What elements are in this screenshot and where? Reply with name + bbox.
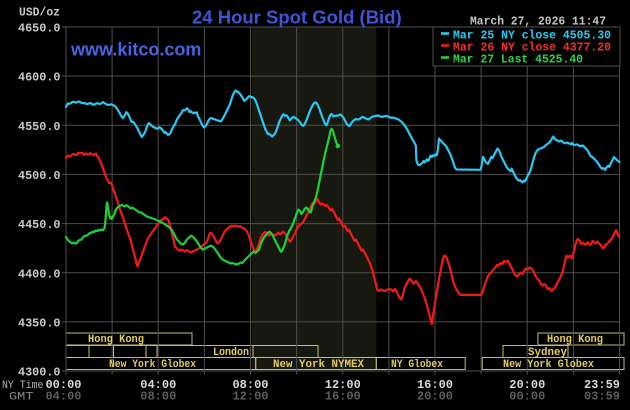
svg-text:New York NYMEX: New York NYMEX — [273, 359, 364, 371]
svg-text:USD/oz: USD/oz — [19, 6, 60, 20]
svg-text:New York Globex: New York Globex — [503, 359, 594, 371]
svg-text:12:00: 12:00 — [325, 378, 361, 392]
svg-text:08:00: 08:00 — [232, 378, 268, 392]
svg-text:20:00: 20:00 — [509, 378, 545, 392]
svg-text:23:59: 23:59 — [584, 378, 620, 392]
svg-text:4300.0: 4300.0 — [18, 366, 61, 380]
svg-text:08:00: 08:00 — [140, 390, 176, 404]
svg-text:Mar 25 NY close 4505.30: Mar 25 NY close 4505.30 — [453, 29, 611, 42]
svg-text:Hong Kong: Hong Kong — [88, 334, 144, 346]
svg-text:www.kitco.com: www.kitco.com — [70, 40, 201, 60]
svg-text:Hong Kong: Hong Kong — [547, 334, 603, 346]
svg-text:24 Hour Spot Gold (Bid): 24 Hour Spot Gold (Bid) — [192, 7, 402, 28]
svg-text:4550.0: 4550.0 — [18, 120, 61, 134]
svg-text:12:00: 12:00 — [232, 390, 268, 404]
svg-text:4350.0: 4350.0 — [18, 317, 61, 331]
svg-text:Sydney: Sydney — [528, 347, 567, 359]
svg-text:4650.0: 4650.0 — [18, 22, 61, 36]
svg-text:4600.0: 4600.0 — [18, 71, 61, 85]
svg-text:16:00: 16:00 — [325, 390, 361, 404]
svg-text:London: London — [213, 347, 249, 359]
svg-text:04:00: 04:00 — [45, 390, 81, 404]
svg-text:4400.0: 4400.0 — [18, 267, 61, 281]
svg-text:00:00: 00:00 — [509, 390, 545, 404]
svg-text:00:00: 00:00 — [45, 378, 81, 392]
svg-text:GMT: GMT — [9, 392, 34, 404]
svg-text:4500.0: 4500.0 — [18, 169, 61, 183]
svg-text:20:00: 20:00 — [417, 390, 453, 404]
svg-text:NY Globex: NY Globex — [391, 359, 443, 371]
svg-text:16:00: 16:00 — [417, 378, 453, 392]
svg-text:4450.0: 4450.0 — [18, 218, 61, 232]
svg-text:04:00: 04:00 — [140, 378, 176, 392]
svg-text:New York Globex: New York Globex — [109, 359, 196, 371]
svg-text:Mar 27 Last 4525.40: Mar 27 Last 4525.40 — [453, 53, 583, 66]
svg-text:Mar 26 NY close 4377.20: Mar 26 NY close 4377.20 — [453, 41, 611, 54]
svg-text:NY Time: NY Time — [2, 380, 44, 392]
svg-text:March 27, 2026 11:47: March 27, 2026 11:47 — [470, 16, 606, 29]
svg-text:03:59: 03:59 — [584, 390, 620, 404]
